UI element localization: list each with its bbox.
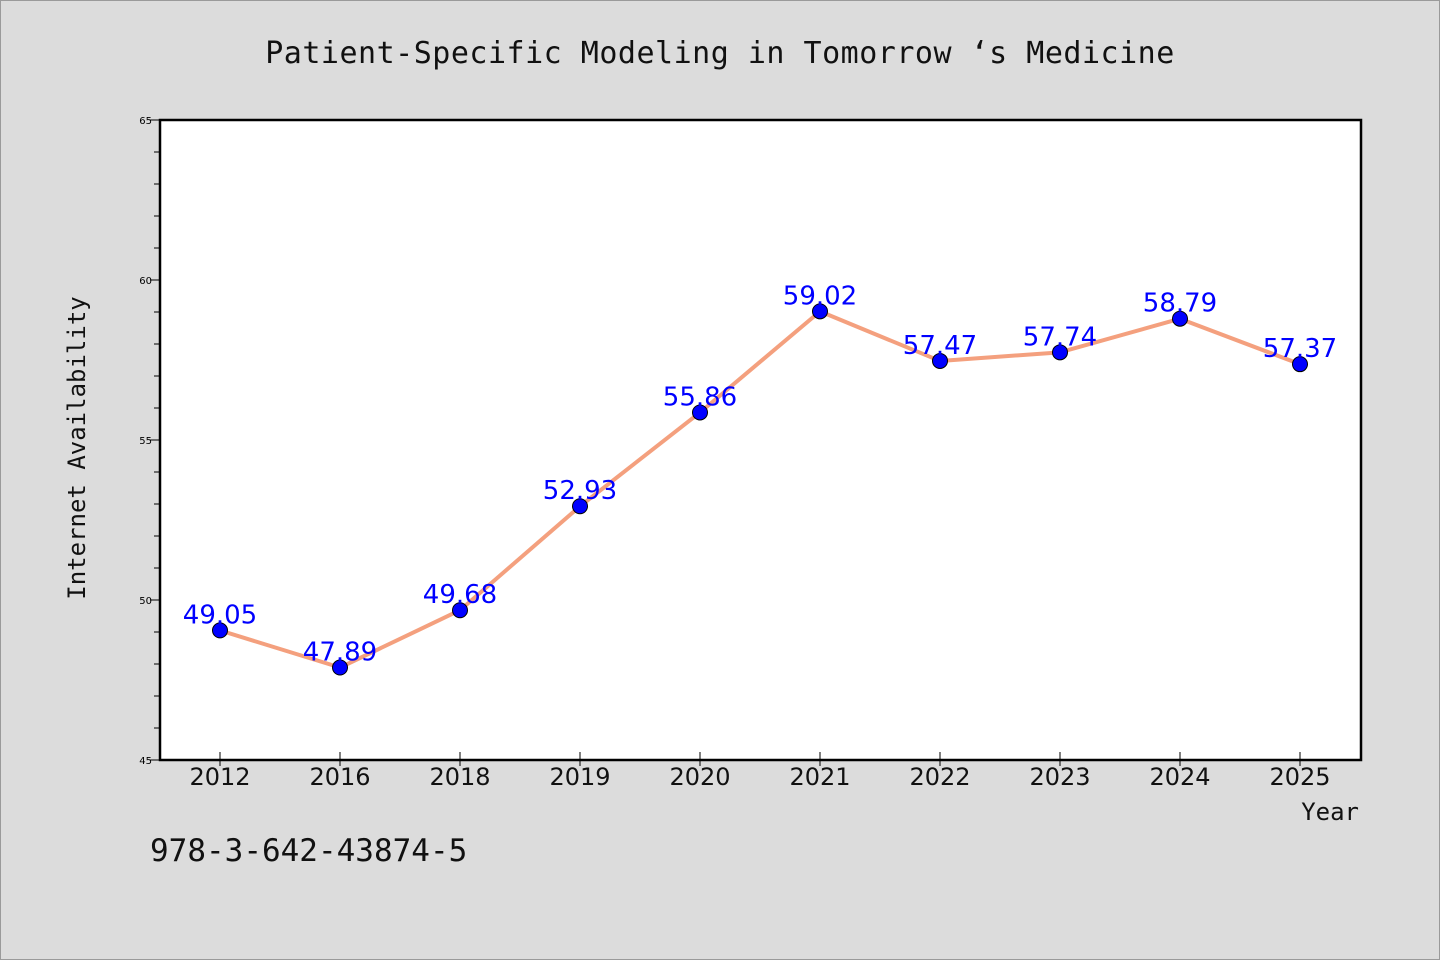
- x-tick-label: 2025: [1269, 763, 1330, 791]
- data-label: 57.47: [903, 331, 977, 361]
- data-point: [212, 622, 228, 639]
- data-point: [452, 602, 468, 619]
- data-label: 49.05: [183, 600, 257, 630]
- x-tick-label: 2018: [429, 763, 490, 791]
- x-tick-label: 2023: [1029, 763, 1090, 791]
- footer-isbn: 978-3-642-43874-5: [150, 833, 468, 869]
- x-tick-label: 2020: [669, 763, 730, 791]
- data-point: [812, 303, 828, 320]
- data-point: [1052, 344, 1068, 361]
- chart-title: Patient-Specific Modeling in Tomorrow ‘s…: [265, 36, 1175, 71]
- y-tick-label: 45: [139, 756, 152, 767]
- x-tick-label: 2021: [789, 763, 850, 791]
- y-tick-label: 65: [139, 116, 152, 127]
- x-tick-label: 2024: [1149, 763, 1210, 791]
- data-point: [692, 404, 708, 421]
- series-line: [219, 309, 1301, 670]
- data-label: 58.79: [1143, 289, 1217, 319]
- data-label: 47.89: [303, 638, 377, 668]
- data-point: [1292, 356, 1308, 373]
- x-tick-label: 2022: [909, 763, 970, 791]
- data-point: [932, 352, 948, 369]
- y-axis-label: Internet Availability: [63, 296, 91, 599]
- data-label: 57.37: [1263, 334, 1337, 364]
- data-label: 52.93: [543, 476, 617, 506]
- y-tick-label: 60: [139, 276, 152, 287]
- data-label: 55.86: [663, 382, 737, 412]
- y-tick-label: 55: [139, 436, 152, 447]
- data-label: 59.02: [783, 281, 857, 311]
- x-tick-label: 2016: [309, 763, 370, 791]
- data-label: 57.74: [1023, 322, 1097, 352]
- x-tick-label: 2019: [549, 763, 610, 791]
- data-point: [332, 659, 348, 676]
- y-tick-label: 50: [139, 596, 152, 607]
- x-tick-label: 2012: [189, 763, 250, 791]
- plot-area: [158, 118, 1363, 762]
- x-axis-label: Year: [1301, 798, 1359, 826]
- data-label: 49.68: [423, 580, 497, 610]
- data-point: [572, 498, 588, 515]
- data-point: [1172, 310, 1188, 327]
